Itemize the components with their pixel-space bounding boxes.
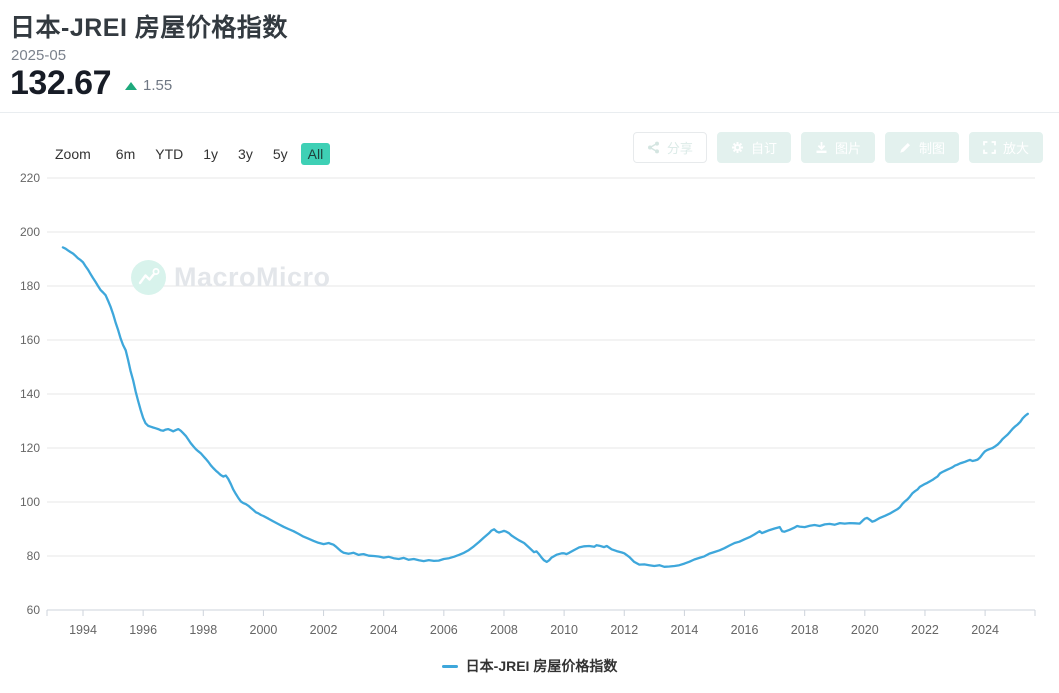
- x-axis-label: 2006: [430, 623, 458, 637]
- legend-item[interactable]: 日本-JREI 房屋价格指数: [441, 656, 618, 676]
- x-axis-label: 2000: [250, 623, 278, 637]
- y-axis-label: 140: [20, 387, 40, 401]
- tool-button-label: 图片: [834, 141, 861, 156]
- page-title: 日本-JREI 房屋价格指数: [10, 14, 288, 42]
- x-axis-label: 2024: [971, 623, 999, 637]
- chart-tools-toolbar: 分享 自订 图片 制图 放大: [623, 132, 1043, 163]
- x-axis-label: 2002: [310, 623, 338, 637]
- x-axis-label: 2016: [731, 623, 759, 637]
- y-axis-label: 60: [27, 603, 41, 617]
- x-axis-label: 2012: [610, 623, 638, 637]
- x-axis-label: 2020: [851, 623, 879, 637]
- series-line: [61, 246, 1029, 568]
- x-axis-label: 2014: [670, 623, 698, 637]
- image-button[interactable]: 图片: [800, 132, 875, 163]
- y-axis-label: 120: [20, 441, 40, 455]
- change-up-icon: [125, 81, 137, 90]
- legend-marker: [441, 664, 458, 668]
- y-axis-label: 200: [20, 225, 40, 239]
- tool-button-label: 放大: [1002, 141, 1029, 156]
- x-axis-label: 2008: [490, 623, 518, 637]
- x-axis-label: 2004: [370, 623, 398, 637]
- y-axis-label: 220: [20, 171, 40, 185]
- y-axis-label: 100: [20, 495, 40, 509]
- y-axis-label: 160: [20, 333, 40, 347]
- date-label: 2025-05: [11, 47, 67, 64]
- download-icon: [815, 141, 828, 154]
- range-button-3y[interactable]: 3y: [238, 146, 253, 162]
- x-axis-label: 1998: [189, 623, 217, 637]
- chart-legend: 日本-JREI 房屋价格指数: [0, 656, 1059, 676]
- range-button-1y[interactable]: 1y: [203, 146, 219, 162]
- tool-button-label: 自订: [750, 141, 777, 156]
- range-toolbar: Zoom 6m YTD 1y 3y 5y All: [55, 141, 336, 167]
- tool-button-label: 制图: [918, 141, 945, 156]
- header-divider: [0, 112, 1059, 113]
- draw-button[interactable]: 制图: [884, 132, 959, 163]
- share-icon: [647, 141, 660, 154]
- x-axis-label: 2018: [791, 623, 819, 637]
- x-axis-label: 2010: [550, 623, 578, 637]
- expand-icon: [983, 141, 996, 154]
- gear-icon: [731, 141, 744, 154]
- y-axis-label: 80: [27, 549, 41, 563]
- y-axis-label: 180: [20, 279, 40, 293]
- legend-label: 日本-JREI 房屋价格指数: [465, 658, 618, 674]
- zoom-in-button[interactable]: 放大: [968, 132, 1043, 163]
- change-value: 1.55: [143, 77, 173, 94]
- range-button-ytd[interactable]: YTD: [155, 146, 184, 162]
- x-axis-label: 1994: [69, 623, 97, 637]
- zoom-label: Zoom: [55, 146, 91, 162]
- price-chart[interactable]: 220 200 180 160 140 120 100 80 60 1994 1996 1998 200…: [0, 170, 1059, 645]
- range-button-5y[interactable]: 5y: [272, 146, 288, 162]
- x-axis-label: 1996: [129, 623, 157, 637]
- pencil-icon: [899, 141, 912, 154]
- range-button-6m[interactable]: 6m: [115, 146, 136, 162]
- share-button[interactable]: 分享: [632, 132, 707, 163]
- tool-button-label: 分享: [666, 141, 693, 156]
- current-value-row: 132.67 1.55: [10, 64, 172, 103]
- range-button-all[interactable]: All: [300, 143, 331, 165]
- x-axis-label: 2022: [911, 623, 939, 637]
- current-value: 132.67: [10, 64, 112, 102]
- customize-button[interactable]: 自订: [716, 132, 791, 163]
